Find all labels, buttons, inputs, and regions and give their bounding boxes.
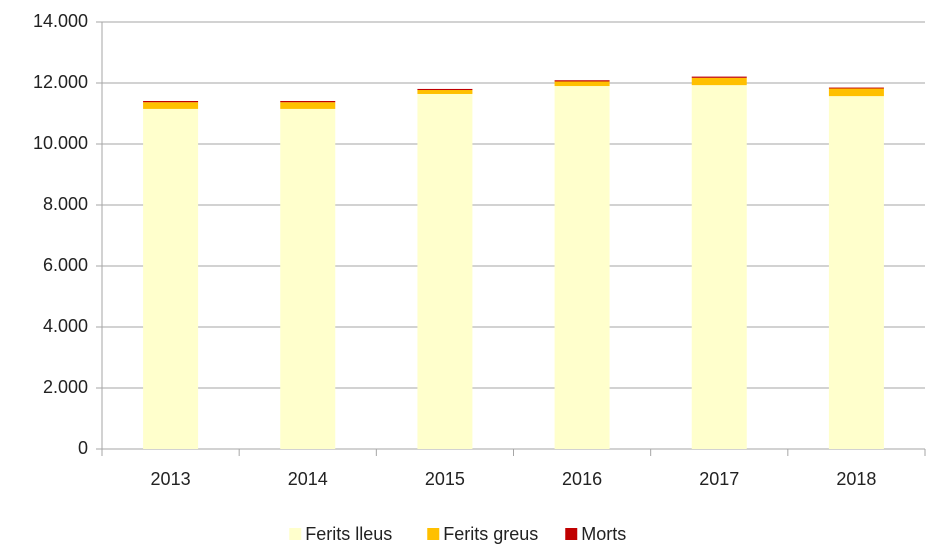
bar-segment: [143, 108, 199, 450]
y-tick-label: 10.000: [33, 133, 88, 153]
legend-label: Morts: [581, 524, 626, 544]
x-tick-label: 2013: [151, 469, 191, 489]
y-tick-label: 12.000: [33, 72, 88, 92]
legend-label: Ferits greus: [443, 524, 538, 544]
bar-segment: [417, 90, 473, 94]
x-tick-label: 2016: [562, 469, 602, 489]
bar-segment: [828, 87, 884, 89]
bar-segment: [554, 86, 610, 450]
y-tick-label: 2.000: [43, 377, 88, 397]
bar-segment: [691, 85, 747, 449]
y-tick-label: 14.000: [33, 11, 88, 31]
bar-segment: [280, 102, 336, 109]
bar-segment: [417, 93, 473, 449]
bar-segment: [143, 102, 199, 109]
bar-segment: [828, 96, 884, 450]
bar-segment: [691, 76, 747, 78]
y-tick-label: 6.000: [43, 255, 88, 275]
legend-swatch: [565, 528, 578, 540]
bar-segment: [828, 88, 884, 97]
legend-label: Ferits lleus: [305, 524, 392, 544]
x-tick-label: 2015: [425, 469, 465, 489]
bar-segment: [143, 100, 199, 103]
bar-segment: [554, 80, 610, 82]
y-tick-label: 8.000: [43, 194, 88, 214]
legend-swatch: [427, 528, 440, 540]
bar-segment: [280, 108, 336, 450]
x-tick-label: 2014: [288, 469, 328, 489]
bar-segment: [691, 77, 747, 86]
bar-segment: [554, 81, 610, 87]
x-tick-label: 2017: [699, 469, 739, 489]
x-tick-label: 2018: [836, 469, 876, 489]
legend-swatch: [289, 528, 302, 540]
y-tick-label: 4.000: [43, 316, 88, 336]
bar-segment: [280, 100, 336, 103]
y-tick-label: 0: [78, 438, 88, 458]
bar-segment: [417, 88, 473, 91]
